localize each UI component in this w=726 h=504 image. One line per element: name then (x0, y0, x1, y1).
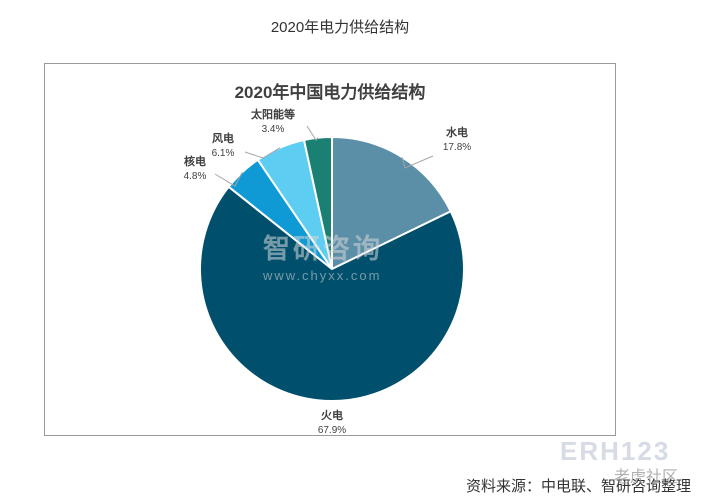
chart-title: 2020年中国电力供给结构 (234, 83, 426, 102)
leader-line-0 (401, 155, 434, 169)
slice-name-label-1: 火电 (321, 408, 343, 422)
slice-name-label-3: 风电 (212, 131, 234, 145)
slice-name-label-0: 水电 (446, 125, 468, 139)
slice-value-label-0: 17.8% (443, 142, 471, 153)
pie-chart: 水电 17.8% 火电 67.9% 核电 4.8% 风电 6.1% 太阳能等 3.4% (184, 107, 472, 436)
corner-watermark-tag: ERH123 (560, 436, 671, 466)
slice-value-label-3: 6.1% (212, 148, 235, 159)
leader-line-4 (306, 125, 319, 141)
slice-value-label-1: 67.9% (318, 425, 346, 436)
leader-line-3 (244, 147, 281, 159)
page-title: 2020年电力供给结构 (270, 19, 410, 36)
leader-line-2 (214, 171, 243, 187)
slice-name-label-4: 太阳能等 (250, 107, 295, 121)
slice-name-label-2: 核电 (184, 154, 206, 168)
slice-value-label-2: 4.8% (184, 171, 207, 182)
source-note: 资料来源：中电联、智研咨询整理 (466, 478, 692, 495)
pie-slice-1 (199, 185, 465, 402)
slice-value-label-4: 3.4% (262, 124, 285, 135)
chart-frame: 2020年中国电力供给结构 水电 17.8% 火电 67.9% 核电 4.8% 风电 6.1%… (44, 63, 616, 436)
